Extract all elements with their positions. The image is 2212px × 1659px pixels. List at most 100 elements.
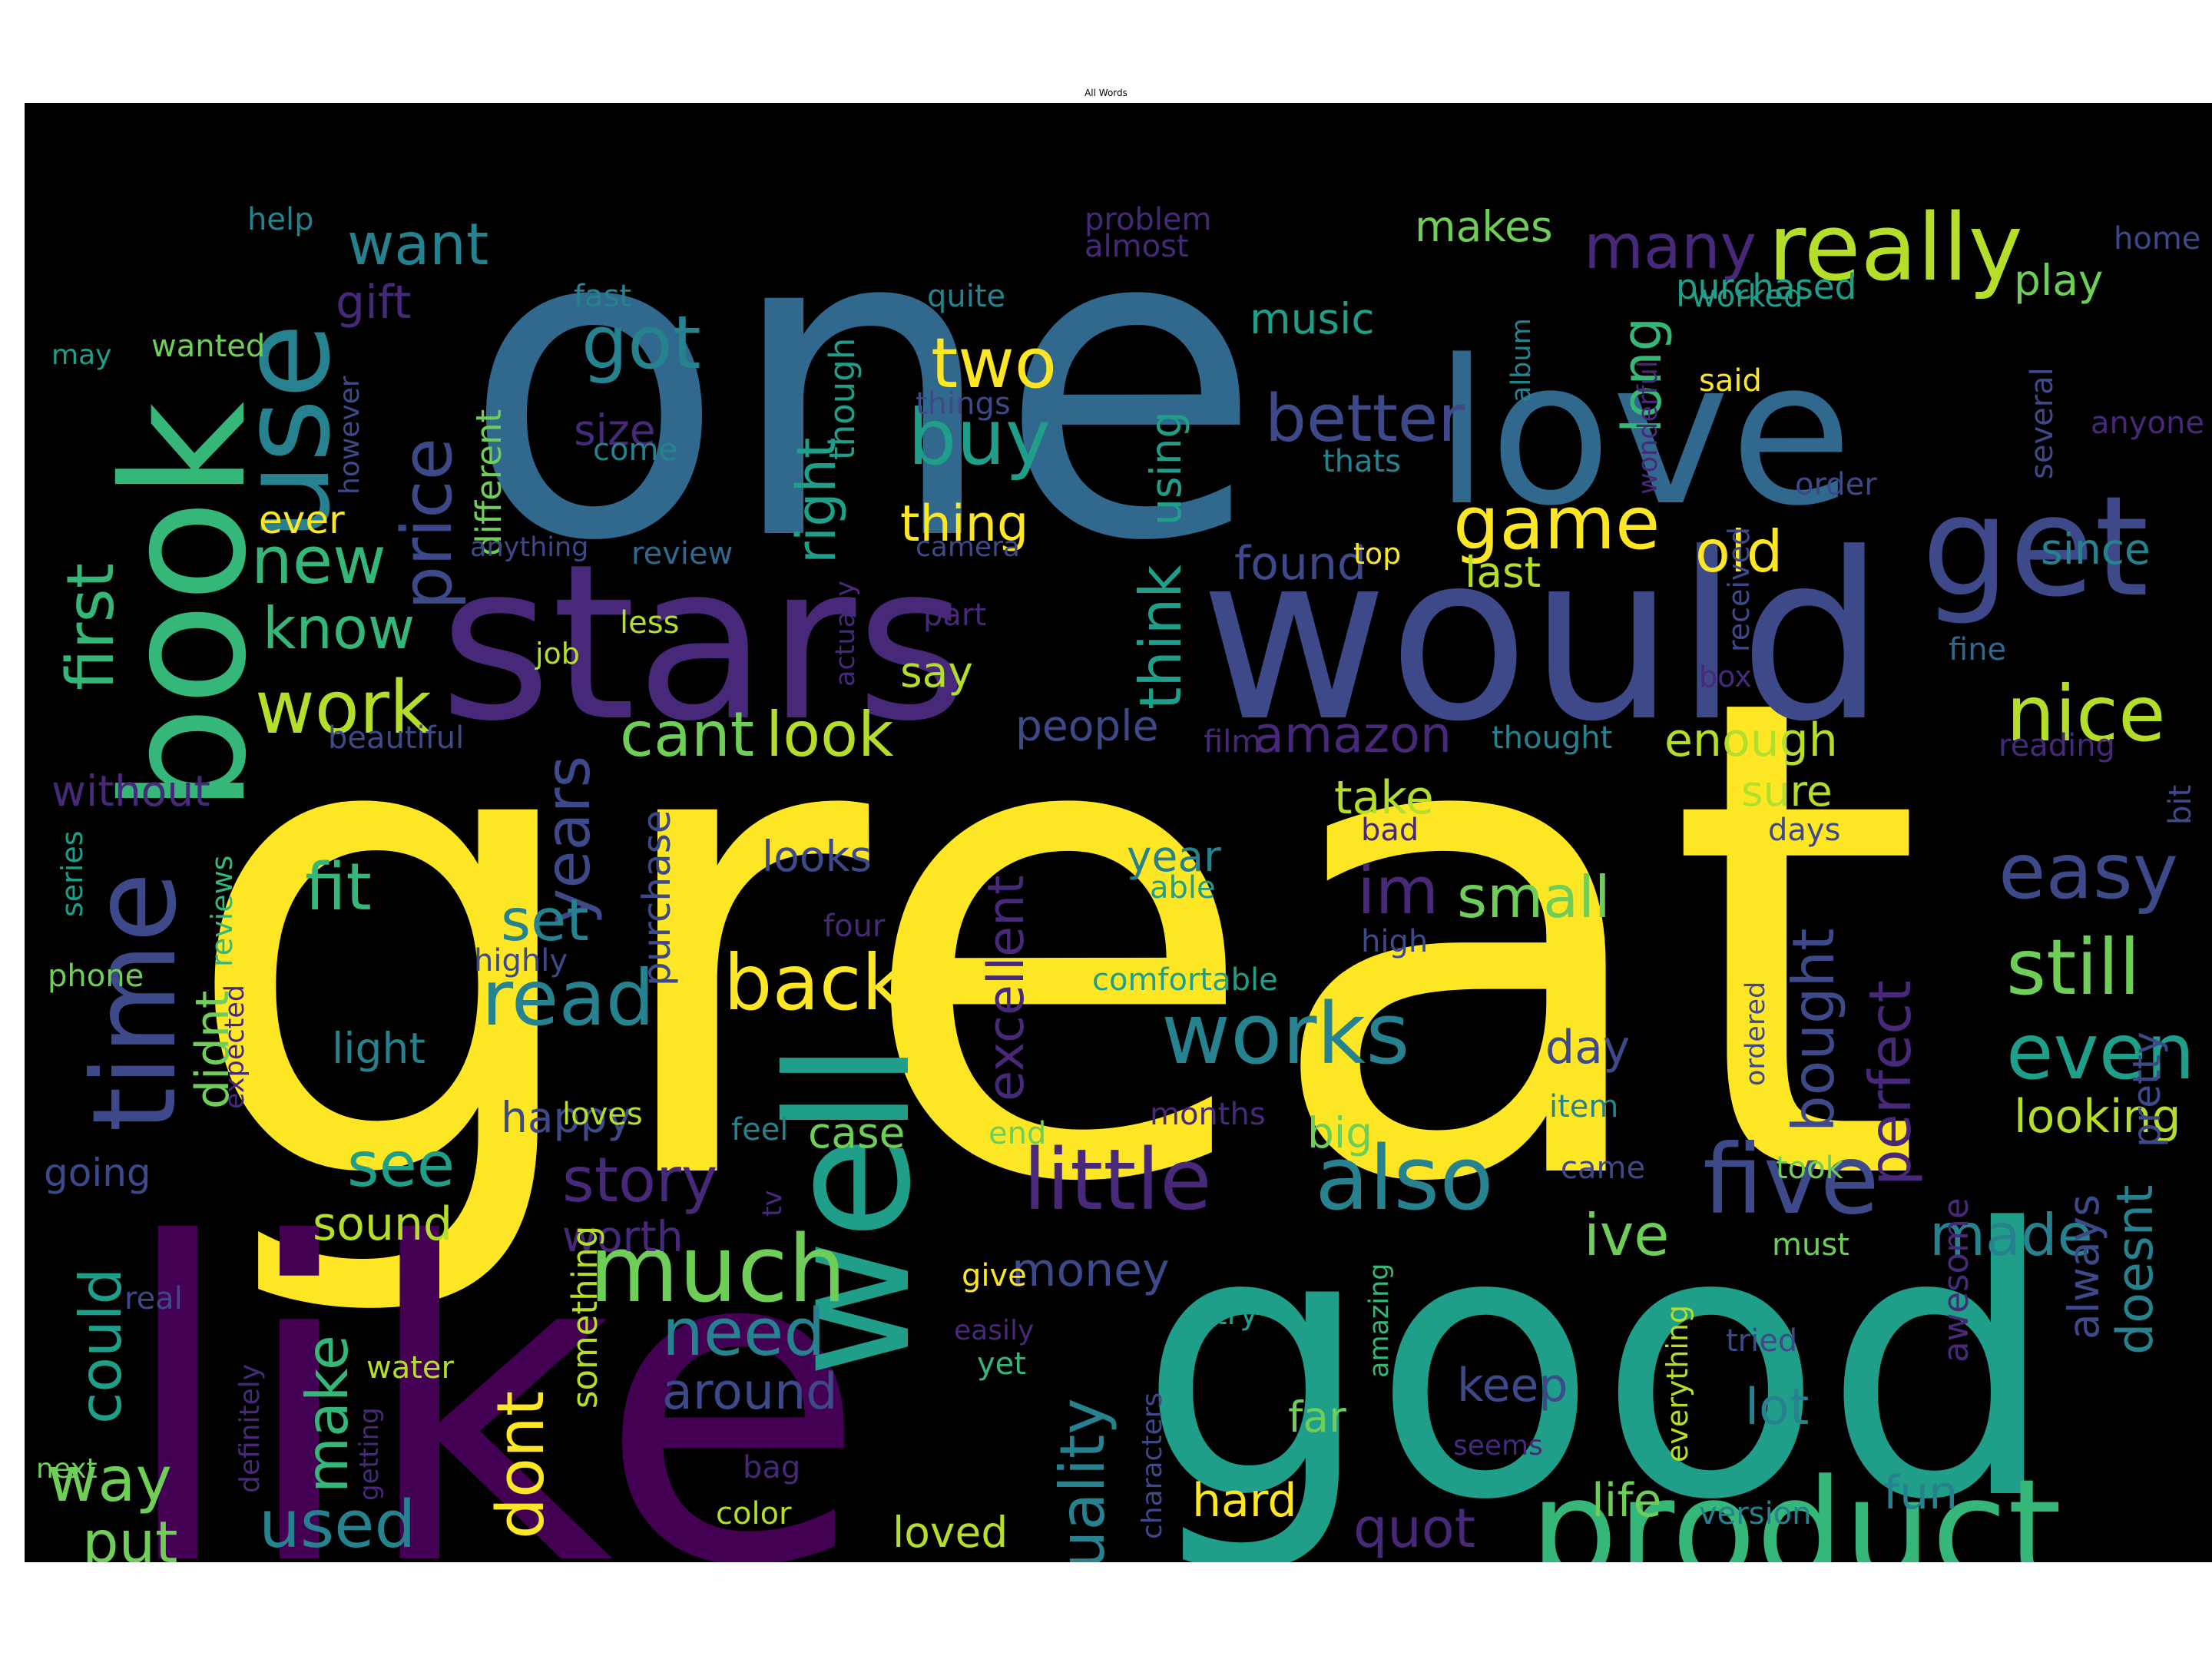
cloud-word: actually xyxy=(830,581,861,687)
cloud-word: makes xyxy=(1415,202,1553,251)
cloud-word: reviews xyxy=(205,856,239,967)
cloud-word: five xyxy=(1703,1124,1879,1236)
cloud-word: first xyxy=(53,563,129,690)
cloud-word: home xyxy=(2114,221,2200,257)
cloud-word: color xyxy=(716,1496,792,1532)
cloud-word: reading xyxy=(1998,728,2115,763)
cloud-word: less xyxy=(620,605,679,641)
cloud-word: high xyxy=(1361,924,1428,959)
cloud-word: feel xyxy=(731,1112,788,1147)
cloud-word: try xyxy=(1215,1296,1258,1332)
word-cloud: great one like good stars would love book well pr… xyxy=(25,103,2212,1562)
cloud-word: must xyxy=(1772,1227,1849,1263)
cloud-word: really xyxy=(1768,195,2023,302)
cloud-word: much xyxy=(589,1217,846,1323)
cloud-word: expected xyxy=(220,985,250,1109)
cloud-word: day xyxy=(1545,1021,1630,1075)
cloud-word: read xyxy=(482,953,654,1043)
cloud-word: great xyxy=(178,558,1925,1326)
cloud-word: four xyxy=(823,909,886,944)
cloud-word: buy xyxy=(908,392,1051,482)
cloud-word: easily xyxy=(954,1315,1034,1346)
cloud-word: days xyxy=(1768,813,1840,848)
cloud-word: every xyxy=(724,1559,865,1562)
cloud-word: excellent xyxy=(978,875,1035,1101)
cloud-word: phone xyxy=(48,959,144,994)
cloud-word: found xyxy=(1234,537,1366,591)
cloud-word: price xyxy=(387,438,468,610)
cloud-word: loves xyxy=(562,1097,643,1132)
cloud-word: sound xyxy=(313,1197,452,1251)
cloud-word: pretty xyxy=(2124,1031,2169,1147)
cloud-word: put xyxy=(82,1508,178,1562)
cloud-word: able xyxy=(1150,870,1216,906)
cloud-word: beautiful xyxy=(328,720,464,756)
cloud-word: thats xyxy=(1323,444,1401,479)
cloud-word: film xyxy=(1204,724,1261,760)
cloud-word: life xyxy=(1591,1474,1661,1528)
cloud-word: new xyxy=(251,523,386,599)
cloud-word: work xyxy=(255,666,432,750)
cloud-word: stars xyxy=(439,518,968,769)
cloud-word: take xyxy=(1334,771,1434,825)
cloud-word: water xyxy=(366,1350,455,1386)
cloud-word: one xyxy=(462,134,1263,635)
cloud-word: anything xyxy=(470,532,588,563)
cloud-word: small xyxy=(1457,863,1611,931)
cloud-word: come xyxy=(593,432,677,468)
cloud-word: camera xyxy=(916,531,1020,563)
cloud-word: year xyxy=(1127,832,1221,881)
cloud-word: story xyxy=(562,1144,717,1216)
cloud-word: worth xyxy=(562,1212,684,1261)
cloud-word: looks xyxy=(762,832,872,881)
cloud-word: works xyxy=(1161,985,1410,1083)
cloud-word: amazon xyxy=(1253,707,1452,764)
cloud-word: looking xyxy=(2014,1090,2181,1144)
cloud-word: may xyxy=(51,339,111,371)
cloud-word: big xyxy=(1307,1108,1373,1157)
cloud-word: perfect xyxy=(1856,980,1924,1186)
cloud-word: though xyxy=(822,338,863,460)
cloud-word: fun xyxy=(1883,1466,1958,1520)
cloud-word: keep xyxy=(1457,1359,1568,1412)
cloud-word: version xyxy=(1699,1496,1812,1532)
cloud-word: without xyxy=(51,767,210,816)
cloud-word: help xyxy=(247,202,313,237)
cloud-word: hard xyxy=(1192,1474,1297,1528)
cloud-word: old xyxy=(1695,518,1783,585)
cloud-word: going xyxy=(44,1151,151,1195)
cloud-word: im xyxy=(1357,853,1439,929)
cloud-word: order xyxy=(1795,467,1877,502)
cloud-word: bad xyxy=(1361,813,1419,848)
cloud-word: right xyxy=(785,438,848,564)
cloud-word: think xyxy=(1127,565,1194,710)
cloud-word: almost xyxy=(1084,229,1189,264)
cloud-word: could xyxy=(67,1268,134,1424)
cloud-word: even xyxy=(2006,1007,2195,1097)
cloud-word: next xyxy=(36,1453,98,1485)
cloud-word: last xyxy=(1465,548,1541,597)
cloud-word: back xyxy=(724,938,906,1028)
cloud-word: lot xyxy=(1745,1379,1809,1436)
cloud-word: end xyxy=(988,1116,1046,1151)
cloud-word: also xyxy=(1315,1128,1494,1230)
cloud-word: wonderful xyxy=(1633,360,1664,495)
cloud-word: need xyxy=(662,1295,825,1371)
cloud-word: series xyxy=(55,830,89,917)
cloud-word: thought xyxy=(1492,720,1612,756)
cloud-word: however xyxy=(334,376,366,495)
cloud-word: far xyxy=(1288,1392,1346,1442)
cloud-word: top xyxy=(1353,537,1401,571)
cloud-word: always xyxy=(2059,1194,2108,1339)
cloud-word: awesome xyxy=(1936,1197,1976,1363)
cloud-word: highly xyxy=(474,943,568,979)
cloud-word: product xyxy=(1530,1450,2061,1562)
cloud-word: game xyxy=(1453,482,1661,566)
cloud-word: like xyxy=(117,1153,867,1562)
cloud-word: doesnt xyxy=(2107,1184,2164,1355)
cloud-word: thing xyxy=(900,495,1028,553)
cloud-word: fine xyxy=(1949,632,2006,667)
cloud-word: something xyxy=(565,1226,605,1409)
cloud-word: book xyxy=(87,402,283,813)
cloud-word: best xyxy=(1330,1557,1513,1562)
